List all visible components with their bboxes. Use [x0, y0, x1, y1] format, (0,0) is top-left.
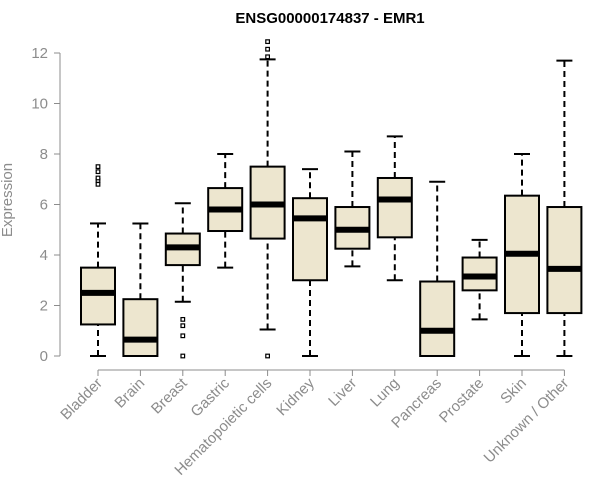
outlier-point: [265, 46, 270, 52]
box-rect: [292, 197, 328, 282]
y-tick-label: 6: [40, 197, 48, 214]
outlier-point: [180, 333, 186, 339]
box-kidney: [292, 168, 328, 357]
box-rect: [546, 206, 583, 315]
x-tick-label: Skin: [497, 375, 530, 408]
y-tick-label: 8: [40, 146, 48, 163]
box-rect: [376, 176, 413, 239]
box-bladder: [80, 164, 116, 357]
x-tick-label: Prostate: [436, 375, 488, 427]
outlier-point: [180, 316, 186, 322]
x-tick-label: Kidney: [273, 374, 318, 419]
y-tick-label: 2: [40, 298, 48, 315]
box-brain: [122, 222, 159, 357]
box-rect: [80, 266, 116, 326]
outlier-point: [95, 169, 101, 175]
outlier-point: [180, 353, 186, 359]
chart-title: ENSG00000174837 - EMR1: [235, 10, 424, 27]
x-tick-label: Lung: [367, 375, 403, 411]
box-rect: [419, 280, 456, 358]
outlier-point: [265, 353, 270, 359]
outlier-point: [95, 164, 101, 170]
y-tick-label: 10: [31, 96, 48, 113]
box-breast: [164, 202, 201, 359]
y-tick-label: 4: [40, 247, 48, 264]
box-prostate: [461, 238, 498, 321]
box-unknown-other: [546, 59, 583, 357]
box-gastric: [207, 153, 244, 269]
box-pancreas: [419, 180, 456, 358]
x-tick-label: Bladder: [57, 375, 106, 424]
y-tick-label: 12: [31, 45, 48, 62]
box-liver: [334, 150, 371, 268]
y-axis: 0 2 4 6 8 10 12: [31, 45, 61, 365]
box-hematopoietic-cells: [249, 39, 286, 359]
y-tick-label: 0: [40, 348, 48, 365]
boxes-group: [80, 39, 583, 359]
x-tick-label: Breast: [148, 374, 191, 417]
box-skin: [504, 153, 540, 357]
outlier-point: [95, 175, 101, 181]
x-tick-label: Liver: [325, 375, 360, 410]
outlier-point: [180, 323, 186, 329]
box-lung: [376, 135, 413, 282]
outlier-point: [265, 54, 270, 60]
outlier-point: [265, 39, 270, 45]
outlier-point: [95, 181, 101, 187]
x-tick-label: Brain: [111, 375, 148, 412]
y-axis-label: Expression: [0, 163, 16, 237]
box-rect: [122, 298, 159, 357]
